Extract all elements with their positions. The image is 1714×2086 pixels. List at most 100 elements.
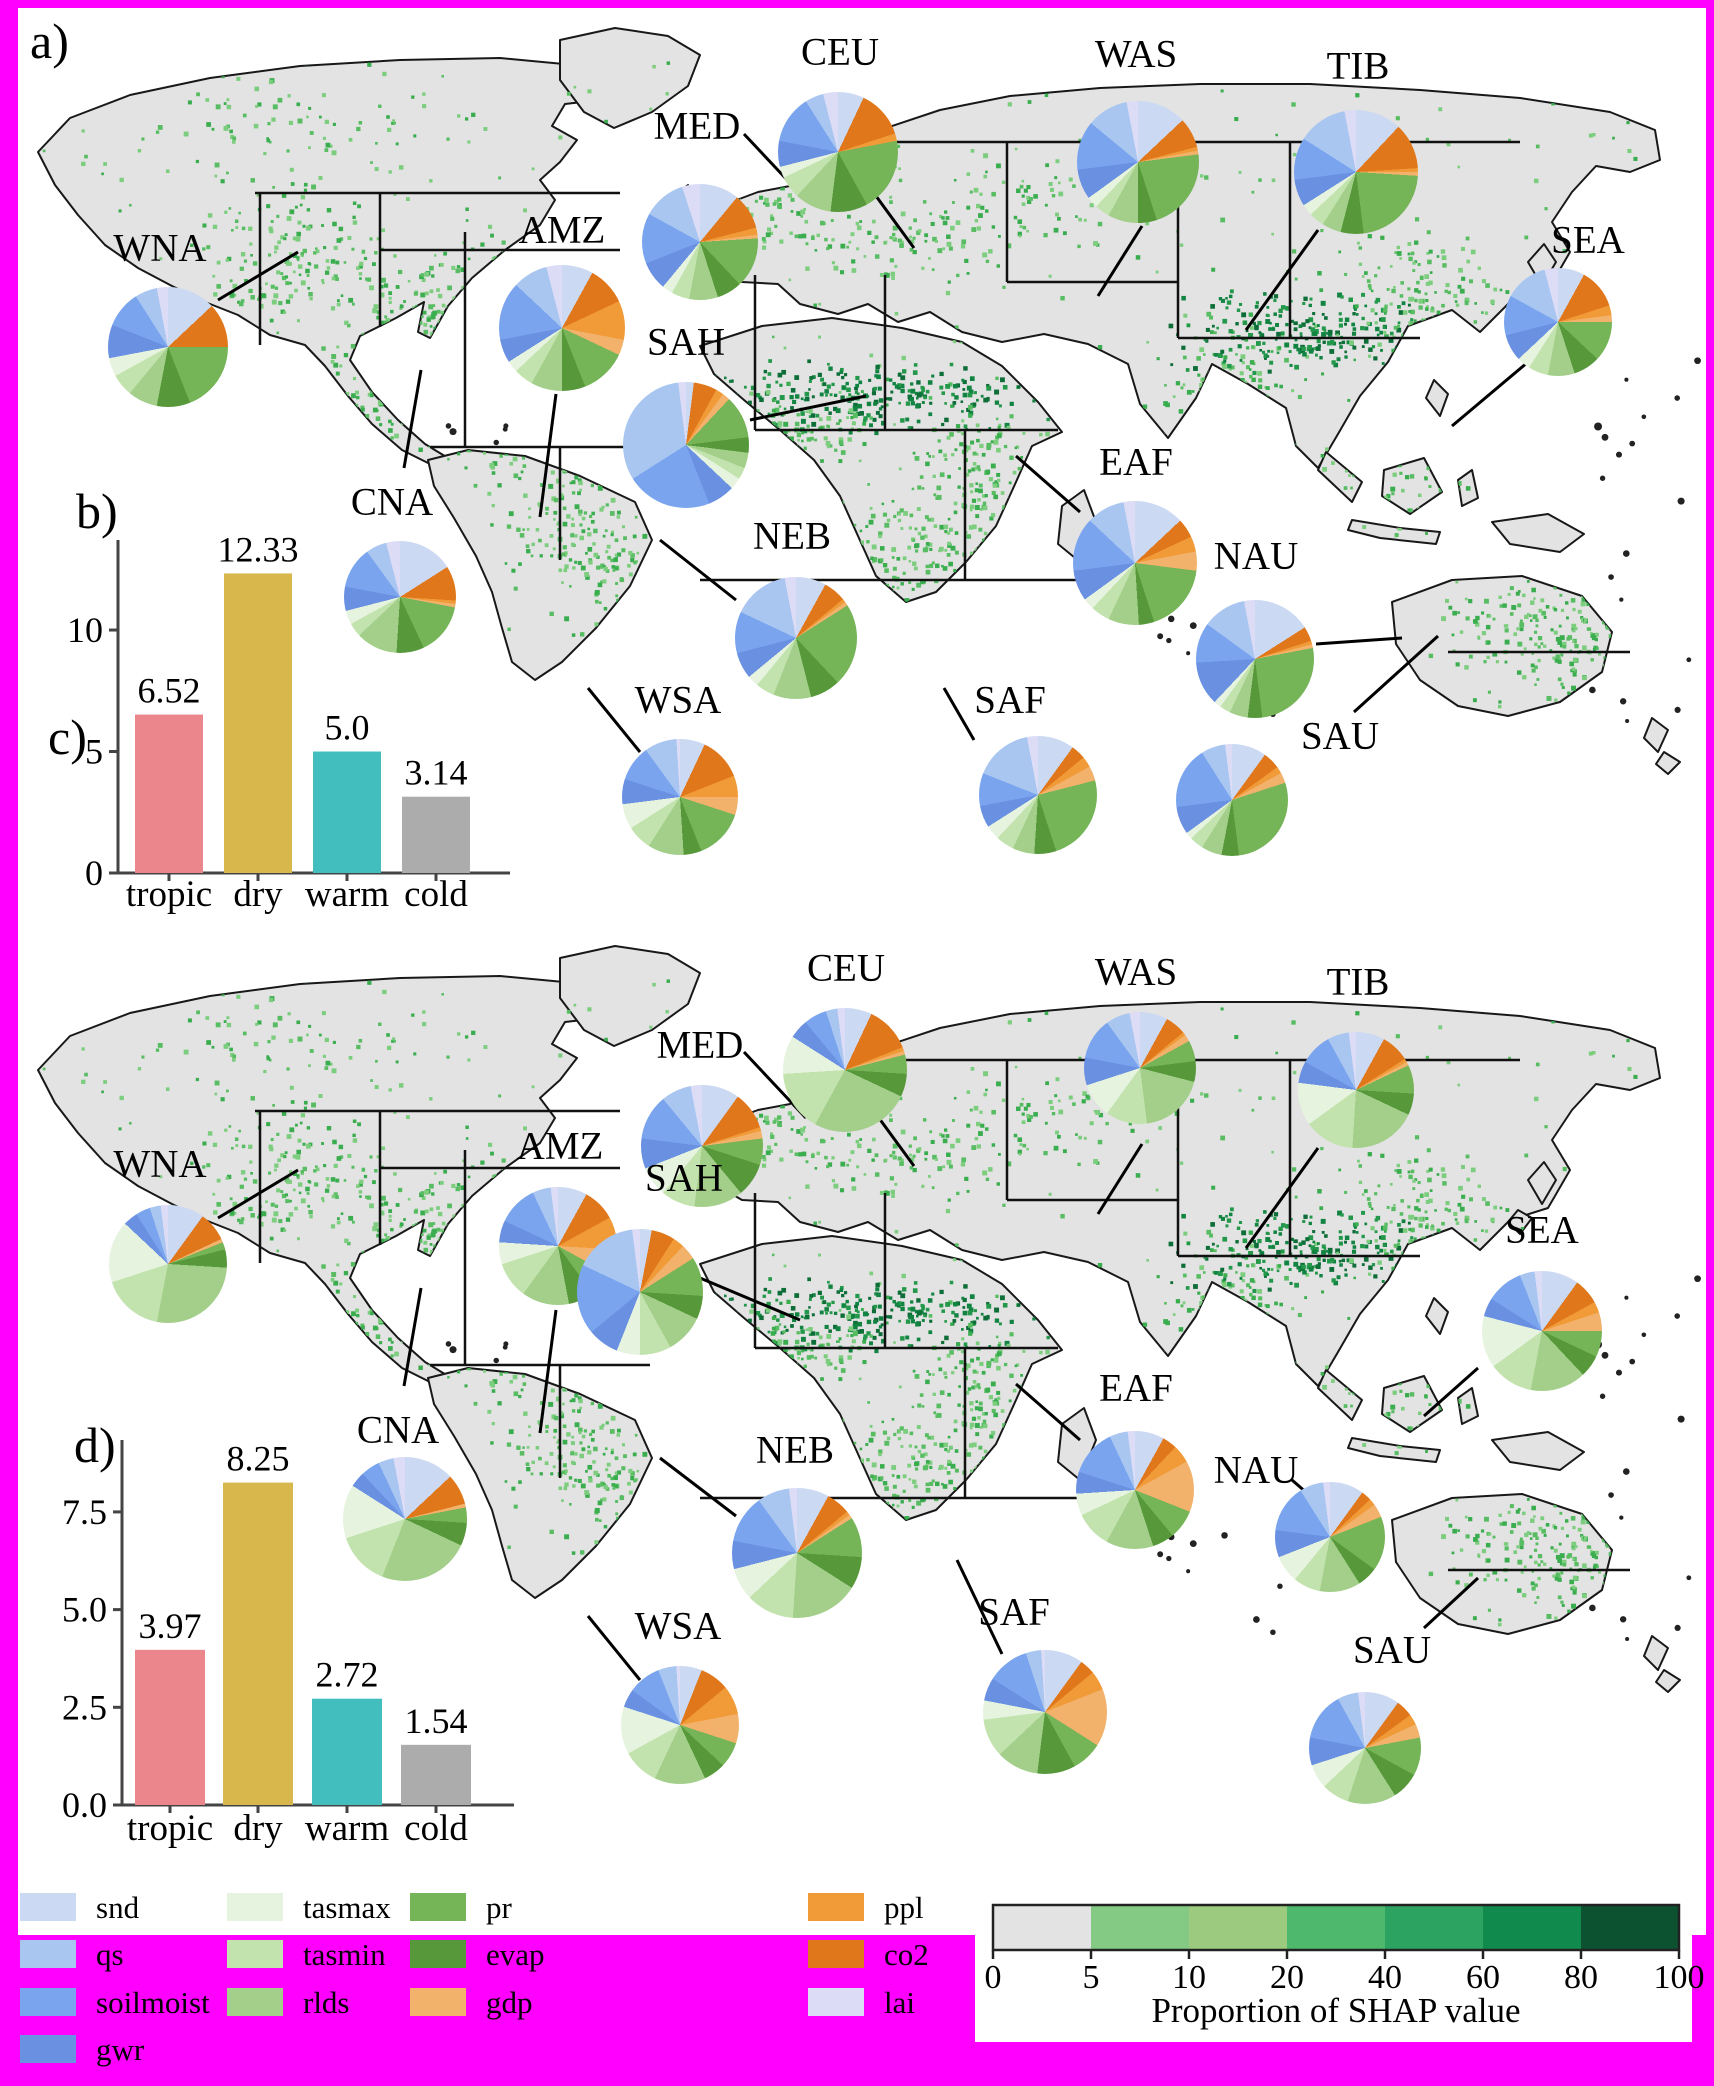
legend-swatch-ppl (808, 1893, 864, 1921)
pie-SEA-c (1482, 1271, 1602, 1391)
region-label-TIB-c: TIB (1326, 960, 1390, 1004)
pie-CNA-a (344, 541, 456, 653)
x-category-label: cold (404, 1808, 468, 1849)
region-label-TIB-a: TIB (1326, 44, 1390, 88)
pie-WAS-a (1077, 101, 1199, 223)
legend-swatch-pr (410, 1893, 466, 1921)
leader-line-NEB-a (659, 538, 737, 602)
region-label-SAH-a: SAH (646, 320, 726, 364)
x-category-label: cold (404, 874, 468, 915)
pie-MED-c (641, 1085, 763, 1207)
x-category-label: warm (305, 1808, 389, 1849)
region-label-NEB-c: NEB (756, 1428, 834, 1472)
pie-EAF-c (1076, 1431, 1194, 1549)
leader-line-SEA-c (1423, 1366, 1479, 1418)
legend-label-qs: qs (96, 1937, 124, 1972)
bar-cold (401, 1744, 471, 1805)
pie-NEB-c (732, 1488, 862, 1618)
legend-label-snd: snd (96, 1890, 140, 1925)
pie-SAU-c (1309, 1692, 1421, 1804)
legend-swatch-soilmoist (20, 1988, 76, 2016)
region-borders-c (255, 1058, 1630, 1572)
leader-line-SAH-c (699, 1276, 801, 1322)
leader-line-SAF-c (955, 1559, 1004, 1655)
x-category-label: tropic (126, 874, 212, 915)
pie-MED-a (642, 184, 758, 300)
region-label-WSA-c: WSA (634, 1604, 722, 1648)
leader-line-EAF-c (1015, 1382, 1081, 1442)
leader-line-AMZ-c (538, 1309, 558, 1434)
region-label-NEB-a: NEB (753, 514, 831, 558)
colorbar-segment (1091, 1905, 1190, 1950)
legend-swatch-co2 (808, 1940, 864, 1968)
leader-line-CNA-c (402, 1287, 423, 1387)
y-tick-label: 5 (85, 732, 103, 772)
legend-label-gdp: gdp (486, 1985, 533, 2020)
colorbar-segment (1483, 1905, 1582, 1950)
leader-line-SAU-c (1422, 1576, 1480, 1630)
panel-label-d: d) (74, 1417, 116, 1473)
shap-colorbar: 0 5 10 20 40 60 80 100 Proportion of SHAP value (985, 1903, 1705, 2030)
leader-line-NEB-c (659, 1456, 737, 1518)
map-svg-c (37, 945, 1701, 1693)
pie-CEU-a (778, 92, 898, 212)
x-category-label: warm (305, 874, 389, 915)
colorbar-tick-label: 80 (1564, 1959, 1598, 1996)
leader-line-SEA-a (1451, 360, 1529, 428)
region-label-WNA-c: WNA (113, 1142, 207, 1186)
pie-AMZ-a (499, 265, 625, 391)
leader-line-WSA-c (586, 1615, 642, 1681)
panel-label-c: c) (48, 709, 87, 765)
legend-label-tasmin: tasmin (303, 1937, 386, 1972)
region-label-WSA-a: WSA (634, 678, 722, 722)
legend-swatch-qs (20, 1940, 76, 1968)
y-tick-label: 7.5 (62, 1492, 107, 1532)
colorbar-tick-label: 20 (1270, 1959, 1304, 1996)
pie-SEA-a (1504, 268, 1612, 376)
leader-line-CNA-a (402, 369, 423, 469)
bar-value-label: 3.14 (405, 753, 468, 793)
colorbar-tick-label: 10 (1172, 1959, 1206, 1996)
colorbar-tick-label: 0 (985, 1959, 1002, 1996)
legend-swatch-gwr (20, 2035, 76, 2063)
bar-warm (312, 1698, 382, 1805)
pie-NEB-a (735, 577, 857, 699)
leader-line-SAH-a (749, 394, 867, 422)
bar-cold (402, 796, 470, 873)
legend-swatch-evap (410, 1940, 466, 1968)
x-category-label: dry (233, 874, 283, 915)
colorbar-tick-label: 40 (1368, 1959, 1402, 1996)
leader-line-CEU-a (874, 195, 916, 249)
leader-line-WAS-a (1096, 225, 1144, 297)
pie-WSA-c (621, 1666, 739, 1784)
legend-swatch-tasmin (227, 1940, 283, 1968)
pie-SAF-c (983, 1650, 1107, 1774)
bar-tropic (135, 1649, 205, 1805)
pie-NAU-c (1275, 1482, 1385, 1592)
y-tick-label: 10 (67, 610, 103, 650)
colorbar-segment (1189, 1905, 1288, 1950)
pie-WAS-c (1084, 1012, 1196, 1124)
colorbar-tick-label: 5 (1083, 1959, 1100, 1996)
leader-line-WAS-c (1096, 1143, 1144, 1215)
x-category-label: tropic (127, 1808, 213, 1849)
legend-label-tasmax: tasmax (303, 1890, 391, 1925)
bar-value-label: 8.25 (227, 1439, 290, 1479)
bar-value-label: 5.0 (325, 708, 370, 748)
legend-label-gwr: gwr (96, 2032, 145, 2067)
pie-SAH-c (577, 1229, 703, 1355)
region-label-CNA-c: CNA (356, 1408, 440, 1452)
legend-swatch-rlds (227, 1988, 283, 2016)
bar-dry (223, 1482, 293, 1805)
colorbar-segment (1287, 1905, 1386, 1950)
bar-value-label: 2.72 (316, 1655, 379, 1695)
legend-swatch-snd (20, 1893, 76, 1921)
legend-swatch-gdp (410, 1988, 466, 2016)
region-label-SAF-c: SAF (978, 1590, 1050, 1634)
legend-label-co2: co2 (884, 1937, 929, 1972)
leader-line-NAU-a (1315, 636, 1403, 646)
pie-WSA-a (622, 739, 738, 855)
legend-label-lai: lai (884, 1985, 915, 2020)
pie-TIB-a (1294, 110, 1418, 234)
leader-line-WSA-a (586, 687, 642, 753)
